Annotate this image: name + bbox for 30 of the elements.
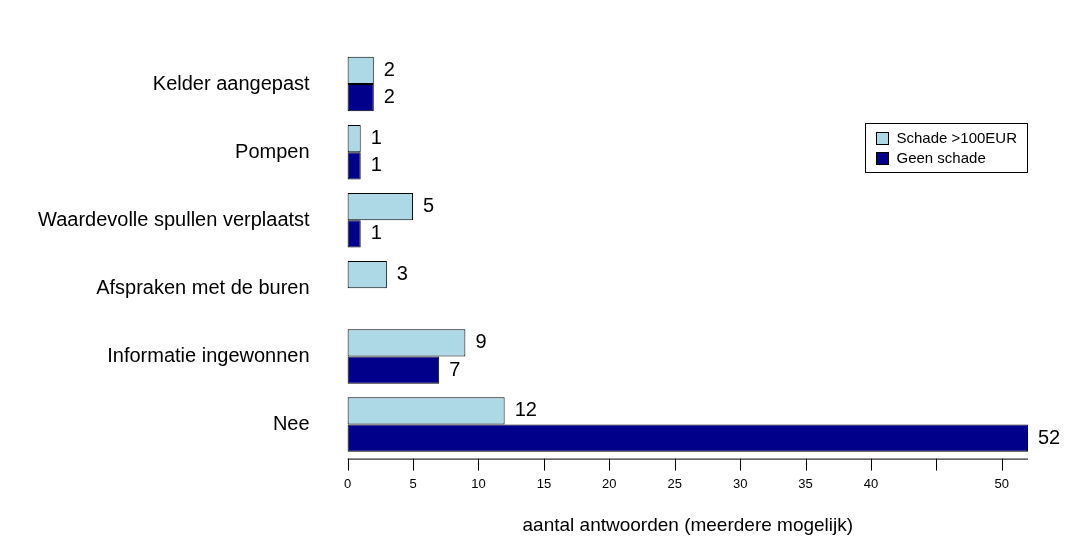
data-label: 5 xyxy=(423,194,435,217)
data-label: 2 xyxy=(383,57,395,80)
data-label: 7 xyxy=(449,357,461,380)
x-axis-title: aantal antwoorden (meerdere mogelijk) xyxy=(522,513,854,535)
data-label: 1 xyxy=(370,153,382,176)
data-label: 1 xyxy=(370,221,382,244)
data-label: 3 xyxy=(396,262,408,285)
x-tick-label: 40 xyxy=(863,475,879,491)
data-label: 2 xyxy=(383,85,395,108)
x-tick-label: 50 xyxy=(994,475,1010,491)
x-tick-label: 25 xyxy=(667,475,682,491)
y-tick-label: Waardevolle spullen verplaatst xyxy=(38,207,311,230)
data-label: 9 xyxy=(475,330,487,353)
x-tick-label: 30 xyxy=(732,475,748,491)
x-tick-label: 20 xyxy=(602,475,617,491)
data-label: 1 xyxy=(370,126,382,149)
data-label: 52 xyxy=(1038,425,1061,448)
data-label: 12 xyxy=(514,398,537,421)
x-tick-label: 35 xyxy=(798,475,813,491)
x-tick-label: 10 xyxy=(471,475,486,491)
legend-label: Schade >100EUR xyxy=(896,128,1017,148)
x-tick-label: 15 xyxy=(536,475,552,491)
y-tick-label: Informatie ingewonnen xyxy=(107,343,310,366)
y-tick-label: Kelder aangepast xyxy=(152,71,311,94)
legend-label: Geen schade xyxy=(896,148,986,168)
x-tick-label: 5 xyxy=(409,475,417,491)
y-tick-label: Nee xyxy=(272,412,310,435)
y-tick-label: Pompen xyxy=(235,139,310,162)
y-tick-label: Afspraken met de buren xyxy=(96,275,310,298)
x-tick-label: 0 xyxy=(344,475,352,491)
